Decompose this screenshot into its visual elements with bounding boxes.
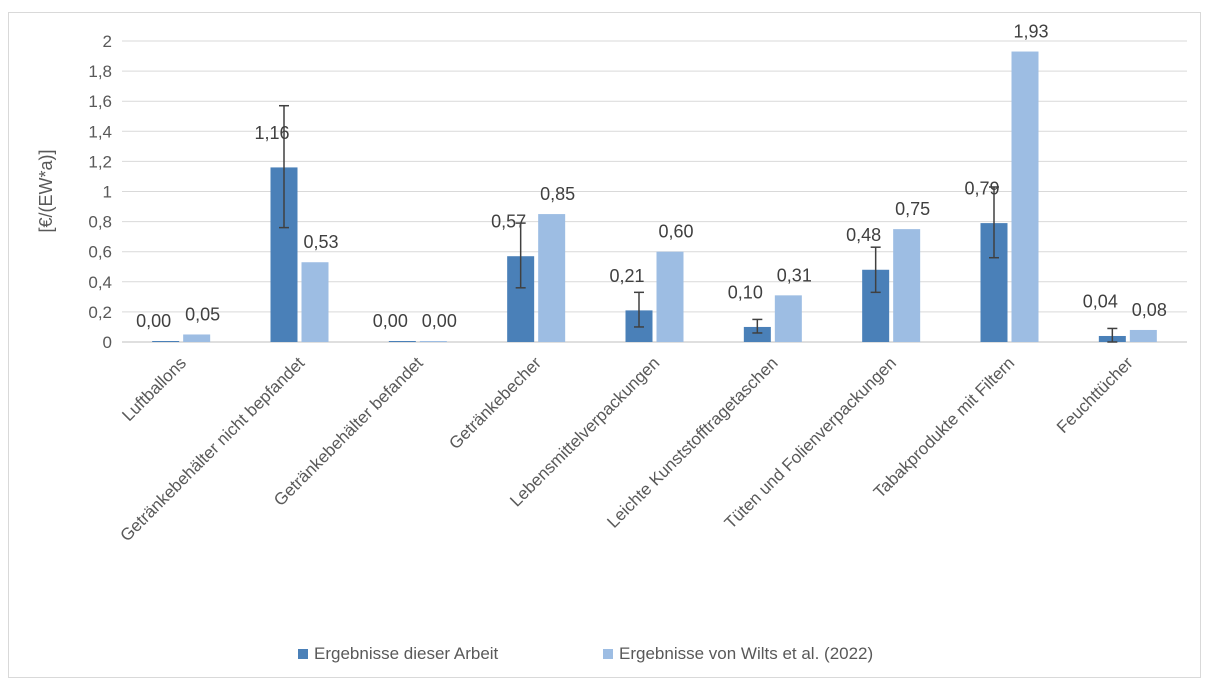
data-label-series-2: 0,85 bbox=[540, 184, 575, 204]
x-category-label: Tabakprodukte mit Filtern bbox=[870, 353, 1018, 501]
y-tick-label: 1,2 bbox=[88, 152, 112, 171]
y-tick-label: 0,8 bbox=[88, 213, 112, 232]
data-label-series-2: 1,93 bbox=[1013, 22, 1048, 42]
legend-swatch-series-2 bbox=[603, 649, 613, 659]
bar-series-1 bbox=[743, 326, 771, 342]
y-tick-label: 0,2 bbox=[88, 303, 112, 322]
data-label-series-2: 0,00 bbox=[422, 311, 457, 331]
data-label-series-1: 0,10 bbox=[728, 282, 763, 302]
data-label-series-1: 0,57 bbox=[491, 212, 526, 232]
error-bars bbox=[279, 104, 1118, 343]
y-tick-label: 0,4 bbox=[88, 273, 112, 292]
y-axis-label: [€/(EW*a)] bbox=[36, 149, 56, 232]
bar-series-2 bbox=[538, 214, 566, 342]
y-tick-label: 1,4 bbox=[88, 122, 112, 141]
x-category-label: Getränkebehälter nicht bepfandet bbox=[116, 353, 308, 545]
data-label-series-2: 0,75 bbox=[895, 199, 930, 219]
data-label-series-1: 0,04 bbox=[1083, 291, 1118, 311]
y-tick-label: 1,6 bbox=[88, 92, 112, 111]
data-labels: 0,00 0,05 1,16 0,53 0,00 0,00 0,57 0,85 0,21 0,60… bbox=[136, 22, 1167, 331]
data-label-series-1: 0,00 bbox=[373, 311, 408, 331]
bar-series-2 bbox=[656, 251, 684, 342]
data-label-series-2: 0,05 bbox=[185, 304, 220, 324]
bar-series-1 bbox=[388, 341, 416, 342]
data-label-series-1: 0,48 bbox=[846, 225, 881, 245]
y-tick-label: 0 bbox=[103, 333, 112, 352]
data-label-series-2: 0,31 bbox=[777, 265, 812, 285]
gridlines bbox=[122, 40, 1187, 343]
bar-series-2 bbox=[774, 295, 802, 342]
legend-swatch-series-1 bbox=[298, 649, 308, 659]
data-label-series-1: 1,16 bbox=[254, 123, 289, 143]
bar-series-2 bbox=[893, 229, 921, 342]
bar-series-2 bbox=[183, 334, 211, 342]
bar-series-1 bbox=[152, 341, 180, 342]
data-label-series-1: 0,00 bbox=[136, 311, 171, 331]
bar-series-2 bbox=[301, 262, 329, 342]
x-category-label: Feuchttücher bbox=[1053, 353, 1137, 437]
data-label-series-1: 0,79 bbox=[964, 179, 999, 199]
legend-label-series-2: Ergebnisse von Wilts et al. (2022) bbox=[619, 644, 873, 663]
y-tick-label: 1 bbox=[103, 183, 112, 202]
y-tick-label: 0,6 bbox=[88, 243, 112, 262]
legend-label-series-1: Ergebnisse dieser Arbeit bbox=[314, 644, 499, 663]
bar-series-2 bbox=[419, 341, 447, 342]
x-category-label: Luftballons bbox=[118, 353, 190, 425]
bars bbox=[152, 51, 1157, 342]
bar-series-2 bbox=[1011, 51, 1039, 342]
bar-series-2 bbox=[1129, 329, 1157, 342]
chart-frame bbox=[8, 12, 1201, 678]
y-axis: 0 0,2 0,4 0,6 0,8 1 1,2 1,4 1,6 1,8 2 bbox=[88, 32, 112, 352]
data-label-series-1: 0,21 bbox=[609, 266, 644, 286]
data-label-series-2: 0,60 bbox=[658, 222, 693, 242]
x-category-label: Getränkebecher bbox=[445, 353, 545, 453]
y-tick-label: 1,8 bbox=[88, 62, 112, 81]
data-label-series-2: 0,08 bbox=[1132, 300, 1167, 320]
legend: Ergebnisse dieser Arbeit Ergebnisse von … bbox=[298, 644, 873, 663]
data-label-series-2: 0,53 bbox=[303, 232, 338, 252]
y-tick-label: 2 bbox=[103, 32, 112, 51]
